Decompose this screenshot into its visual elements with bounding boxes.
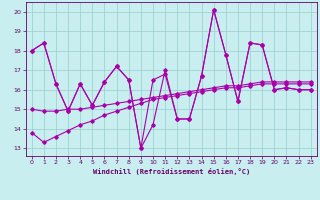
X-axis label: Windchill (Refroidissement éolien,°C): Windchill (Refroidissement éolien,°C) [92, 168, 250, 175]
